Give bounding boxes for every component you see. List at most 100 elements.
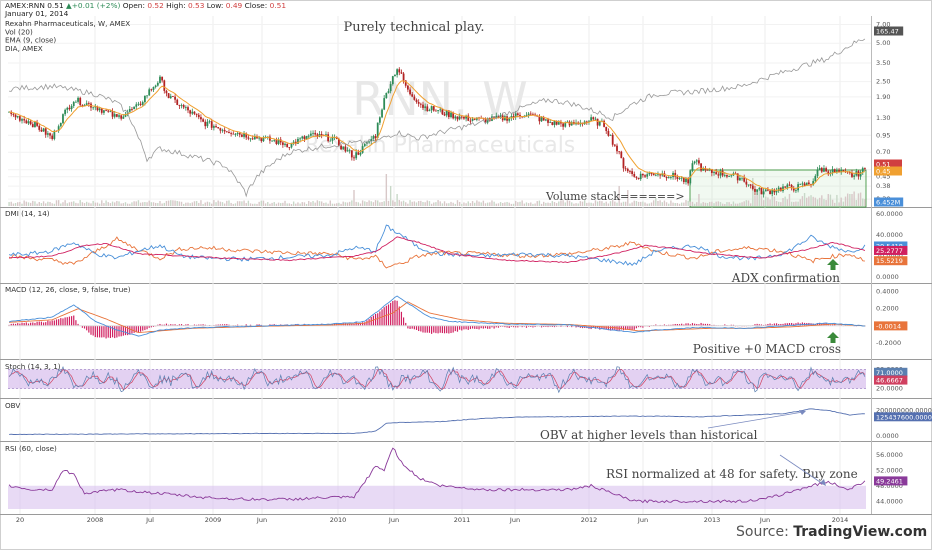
volume-bar	[640, 201, 642, 206]
candle-body	[682, 177, 685, 183]
macd-hist-bar	[42, 322, 45, 326]
candle-body	[115, 114, 118, 117]
stoch-d-line	[8, 368, 866, 391]
volume-bar	[659, 200, 661, 206]
macd-hist-bar	[627, 325, 629, 330]
macd-hist-bar	[77, 323, 79, 326]
volume-bar	[260, 200, 263, 206]
candle-body	[212, 126, 215, 128]
volume-bar	[131, 202, 133, 206]
macd-hist-bar	[133, 325, 135, 333]
volume-bar	[823, 199, 825, 206]
volume-bar	[303, 202, 306, 206]
volume-bar	[262, 200, 265, 206]
y-tick-label: 0.4000	[876, 288, 899, 296]
annotation-volume-stack: Volume stack======>	[545, 190, 685, 203]
macd-hist-bar	[396, 300, 398, 326]
candle-body	[383, 98, 386, 110]
y-tick-label: 0.70	[876, 148, 890, 156]
volume-bar	[420, 200, 422, 206]
candle-body	[510, 116, 513, 119]
macd-hist-bar	[75, 320, 77, 326]
source-brand: TradingView.com	[793, 524, 928, 540]
volume-bar	[721, 203, 724, 206]
candle-body	[137, 103, 140, 105]
macd-hist-bar	[34, 322, 36, 326]
volume-bar	[413, 201, 416, 206]
candle-body	[398, 69, 401, 73]
volume-bar	[38, 202, 40, 206]
volume-bar	[105, 200, 107, 206]
macd-hist-bar	[60, 318, 62, 326]
volume-bar	[724, 203, 726, 206]
watermark-name: Rexahn Pharmaceuticals	[305, 133, 576, 158]
macd-hist-bar	[349, 323, 351, 326]
value-badge	[874, 256, 908, 266]
volume-bar	[614, 201, 616, 206]
candle-body	[208, 121, 211, 123]
macd-hist-bar	[374, 313, 377, 326]
volume-bar	[521, 200, 523, 206]
volume-bar	[327, 203, 329, 206]
volume-bar	[336, 203, 338, 206]
macd-hist-bar	[571, 325, 573, 328]
macd-hist-bar	[648, 325, 650, 327]
volume-bar	[853, 191, 855, 206]
candle-body	[230, 133, 233, 134]
volume-bar	[258, 201, 260, 206]
candle-body	[473, 118, 476, 120]
rsi-legend: RSI (60, close)	[5, 444, 57, 453]
volume-bar	[273, 202, 275, 206]
stoch-band	[8, 369, 866, 389]
candle-body	[439, 109, 442, 111]
candle-body	[644, 175, 646, 177]
candle-body	[368, 141, 370, 143]
candle-body	[378, 117, 381, 123]
volume-bar	[221, 202, 224, 206]
ema-line	[8, 80, 866, 191]
volume-bar	[402, 200, 405, 206]
volume-bar	[741, 202, 743, 206]
volume-bar	[198, 202, 200, 206]
candle-body	[820, 167, 823, 172]
candle-body	[169, 96, 172, 99]
candle-body	[859, 172, 862, 177]
volume-bar	[678, 203, 681, 206]
value-badge-label: 49.2461	[876, 477, 903, 485]
candle-body	[204, 121, 207, 127]
volume-bar	[292, 201, 295, 206]
macd-hist-bar	[161, 324, 163, 326]
candle-body	[631, 171, 633, 174]
candle-body	[411, 94, 414, 97]
volume-bar	[277, 202, 280, 206]
candle-body	[18, 116, 21, 121]
volume-bar	[786, 199, 789, 206]
candle-body	[447, 110, 450, 118]
macd-hist-bar	[443, 325, 446, 334]
candle-body	[376, 122, 379, 139]
volume-bar	[762, 200, 765, 206]
volume-bar	[465, 203, 467, 206]
volume-bar	[422, 201, 424, 206]
volume-bar	[842, 201, 845, 206]
volume-bar	[478, 201, 480, 206]
volume-bar	[486, 202, 489, 206]
value-badge-label: 6.452M	[876, 199, 900, 207]
volume-bar	[47, 201, 49, 206]
macd-hist-bar	[224, 324, 226, 326]
volume-bar	[706, 203, 709, 206]
volume-bar	[631, 202, 633, 206]
y-tick-label: 20.0000	[876, 252, 903, 260]
volume-bar	[314, 202, 316, 206]
volume-bar	[305, 203, 308, 206]
volume-bar	[398, 200, 400, 206]
volume-bar	[195, 201, 198, 206]
macd-hist-bar	[566, 325, 569, 328]
volume-bar	[788, 194, 791, 206]
candle-body	[495, 115, 498, 119]
volume-bar	[415, 202, 418, 206]
volume-bar	[133, 201, 135, 206]
volume-bar	[553, 202, 556, 206]
candle-body	[342, 146, 345, 150]
macd-hist-bar	[58, 319, 60, 326]
